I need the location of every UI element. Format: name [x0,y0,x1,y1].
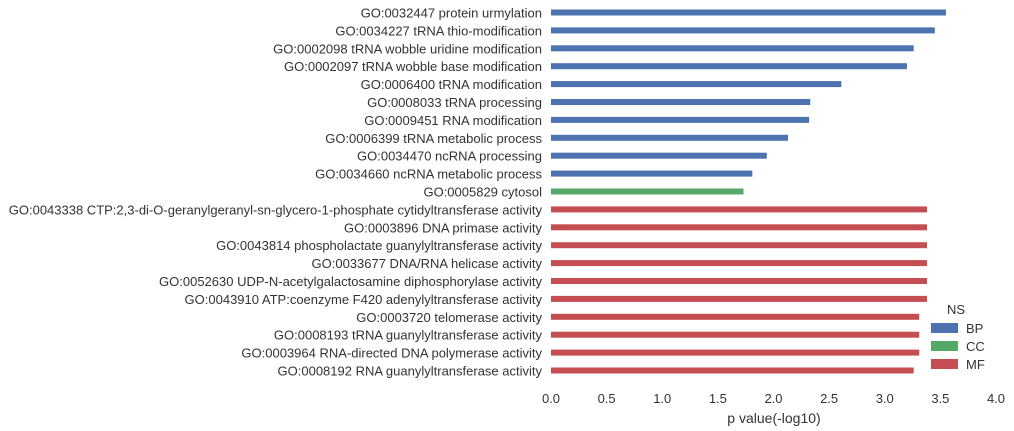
bar [551,349,920,356]
bar [551,170,753,177]
bar [551,99,811,105]
bar [551,367,914,374]
category-label: GO:0043814 phospholactate guanylyltransf… [216,238,542,253]
legend-label: CC [966,339,985,354]
category-label: GO:0032447 protein urmylation [361,6,542,21]
legend-items: BP CC MF [931,321,985,372]
legend-title: NS [947,302,965,317]
bar [551,242,928,249]
legend-label: MF [966,357,985,372]
bar [551,9,946,16]
bar [551,224,928,231]
bar [551,295,928,302]
bars-group [551,9,946,374]
legend: NS BP CC MF [931,302,985,372]
bar [551,27,935,34]
category-label: GO:0003896 DNA primase activity [344,220,542,235]
bar [551,152,767,159]
bar [551,188,744,195]
x-tick-label: 2.5 [820,391,838,406]
category-label: GO:0043910 ATP:coenzyme F420 adenylyltra… [185,292,543,307]
category-label: GO:0003720 telomerase activity [356,310,542,325]
x-tick-labels-group: 0.0 0.5 1.0 1.5 2.0 2.5 3.0 3.5 4.0 [542,391,1005,406]
x-tick-label: 1.0 [653,391,671,406]
category-label: GO:0006400 tRNA modification [361,77,542,92]
bar [551,260,928,267]
category-label: GO:0043338 CTP:2,3-di-O-geranylgeranyl-s… [9,202,543,217]
x-tick-label: 0.0 [542,391,560,406]
category-label: GO:0052630 UDP-N-acetylgalactosamine dip… [159,274,542,289]
bar [551,206,928,213]
category-label: GO:0008033 tRNA processing [367,95,542,110]
category-label: GO:0005829 cytosol [423,185,542,200]
legend-swatch [931,341,958,351]
x-axis-label: p value(-log10) [727,410,820,426]
category-label: GO:0006399 tRNA metabolic process [325,131,542,146]
category-label: GO:0008193 tRNA guanylyltransferase acti… [274,328,543,343]
category-label: GO:0009451 RNA modification [364,113,542,128]
bar [551,81,842,88]
bar [551,278,928,284]
category-label: GO:0033677 DNA/RNA helicase activity [312,256,543,271]
bar [551,313,920,320]
bar [551,45,914,52]
category-label: GO:0008192 RNA guanylyltransferase activ… [278,364,543,379]
category-labels-group: GO:0032447 protein urmylation GO:0034227 … [9,6,543,379]
bar [551,134,788,141]
legend-swatch [931,359,958,369]
category-label: GO:0034470 ncRNA processing [357,149,542,164]
x-tick-label: 1.5 [709,391,727,406]
bar [551,63,907,70]
bar [551,331,920,338]
x-tick-label: 3.0 [876,391,894,406]
category-label: GO:0002097 tRNA wobble base modification [284,59,542,74]
legend-label: BP [966,321,983,336]
category-label: GO:0034660 ncRNA metabolic process [315,167,542,182]
bar [551,116,810,123]
x-tick-label: 4.0 [987,391,1005,406]
category-label: GO:0034227 tRNA thio-modification [335,23,542,38]
x-tick-label: 3.5 [931,391,949,406]
category-label: GO:0002098 tRNA wobble uridine modificat… [273,41,542,56]
legend-swatch [931,323,958,333]
x-tick-label: 2.0 [764,391,782,406]
x-tick-label: 0.5 [598,391,616,406]
category-label: GO:0003964 RNA-directed DNA polymerase a… [241,346,542,361]
